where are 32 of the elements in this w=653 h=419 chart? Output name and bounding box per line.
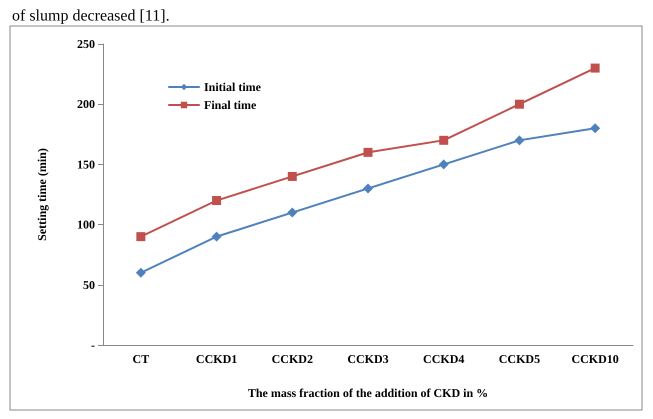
x-tick-label: CCKD5 — [498, 352, 540, 366]
point — [288, 172, 297, 181]
y-tick-label: 100 — [77, 218, 95, 232]
y-tick-label: 150 — [77, 157, 95, 172]
text: of slump decreased [11]. — [12, 8, 170, 24]
y-tick-label: - — [91, 338, 95, 352]
legend-label: Final time — [204, 98, 257, 112]
point — [439, 136, 448, 145]
y-tick-label: 250 — [77, 37, 95, 51]
point — [590, 64, 600, 73]
point — [136, 268, 146, 278]
point — [136, 232, 146, 242]
point — [287, 208, 298, 218]
y-tick-label: 50 — [83, 278, 95, 292]
point — [212, 232, 222, 242]
point — [438, 159, 449, 170]
point — [590, 123, 600, 134]
y-axis-title: Setting time (min) — [35, 148, 49, 241]
y-tick-label: 200 — [77, 97, 95, 112]
x-tick-label: CCKD2 — [272, 352, 313, 366]
point — [364, 148, 372, 157]
legend-label: Initial time — [204, 80, 262, 94]
point — [514, 135, 524, 146]
point — [514, 100, 524, 109]
point — [212, 196, 222, 206]
x-tick-label: CCKD10 — [571, 352, 619, 366]
x-tick-label: CCKD3 — [347, 352, 389, 366]
x-tick-label: CCKD4 — [423, 352, 464, 366]
point — [363, 183, 373, 194]
x-axis-title: The mass fraction of the addition of CKD in % — [248, 386, 488, 400]
x-tick-label: CT — [132, 352, 150, 366]
x-tick-label: CCKD1 — [196, 352, 238, 366]
